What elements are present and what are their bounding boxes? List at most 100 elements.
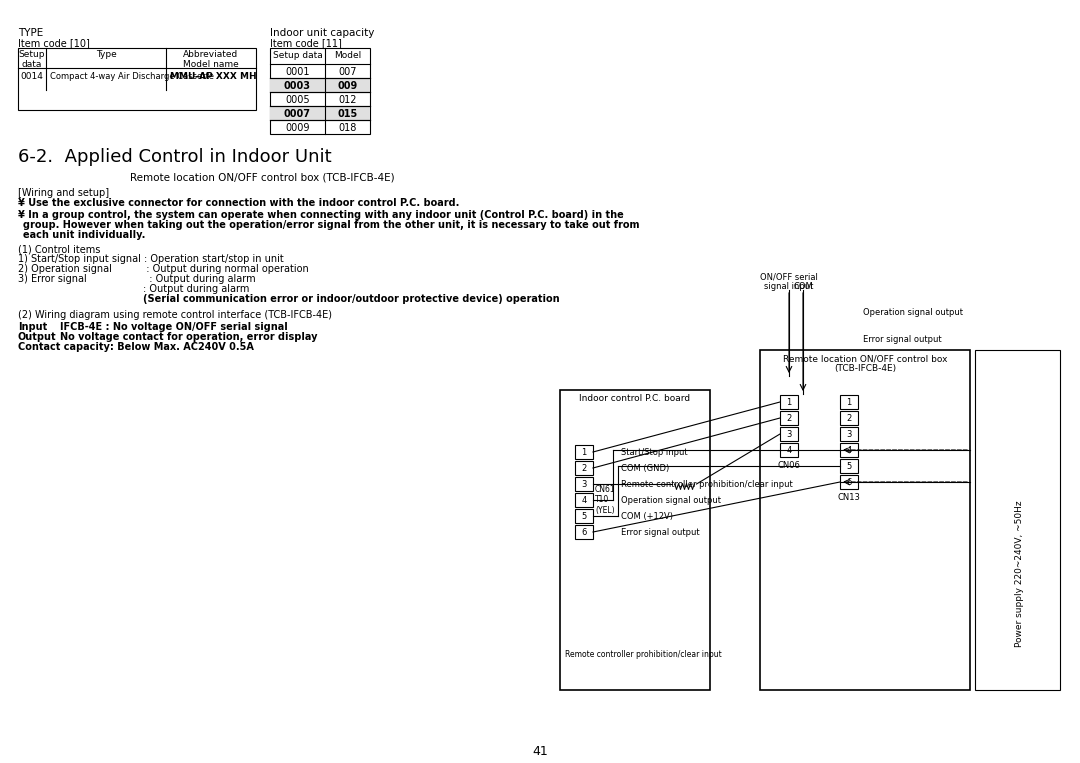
Text: 4: 4 (847, 446, 852, 455)
Text: 3: 3 (786, 430, 792, 439)
Bar (780, 395, 798, 409)
Text: Output: Output (18, 332, 56, 342)
Text: 1: 1 (847, 398, 852, 407)
Text: 2: 2 (786, 414, 792, 423)
Text: 018: 018 (338, 123, 356, 133)
Text: Model: Model (334, 51, 361, 60)
Text: Error signal output: Error signal output (863, 335, 942, 344)
Text: Error signal output: Error signal output (621, 528, 700, 537)
Bar (270, 48, 370, 134)
Text: COM (+12V): COM (+12V) (621, 512, 673, 521)
Text: 012: 012 (338, 95, 356, 105)
Bar (975, 350, 1059, 690)
Text: ON/OFF serial: ON/OFF serial (760, 272, 818, 281)
Text: Start/Stop input: Start/Stop input (621, 448, 688, 457)
Text: 3) Error signal                    : Output during alarm: 3) Error signal : Output during alarm (18, 274, 256, 284)
Text: 009: 009 (337, 81, 357, 91)
Text: 0009: 0009 (285, 123, 310, 133)
Text: 3: 3 (581, 480, 586, 489)
Text: 015: 015 (337, 109, 357, 119)
Text: Power supply 220~240V, ~50Hz: Power supply 220~240V, ~50Hz (1015, 500, 1025, 646)
Bar (840, 459, 858, 473)
Text: ¥ Use the exclusive connector for connection with the indoor control P.C. board.: ¥ Use the exclusive connector for connec… (18, 198, 459, 208)
Text: Setup data: Setup data (272, 51, 322, 60)
Text: Item code [10]: Item code [10] (18, 38, 90, 48)
Bar (780, 443, 798, 457)
Text: Input: Input (18, 322, 48, 332)
Text: 0005: 0005 (285, 95, 310, 105)
Bar (840, 475, 858, 489)
Text: 007: 007 (338, 67, 356, 77)
Text: Operation signal output: Operation signal output (863, 308, 963, 317)
Text: 2: 2 (847, 414, 852, 423)
Bar (270, 78, 370, 92)
Text: Setup
data: Setup data (18, 50, 45, 69)
Bar (575, 493, 593, 507)
Text: 4: 4 (581, 496, 586, 505)
Text: CN61
T10
(YEL): CN61 T10 (YEL) (595, 485, 616, 515)
Text: 0003: 0003 (284, 81, 311, 91)
Text: (2) Wiring diagram using remote control interface (TCB-IFCB-4E): (2) Wiring diagram using remote control … (18, 310, 332, 320)
Text: : Output during alarm: : Output during alarm (143, 284, 249, 294)
Text: 41: 41 (532, 745, 548, 758)
Bar (575, 461, 593, 475)
Bar (840, 395, 858, 409)
Text: (Serial communication error or indoor/outdoor protective device) operation: (Serial communication error or indoor/ou… (143, 294, 559, 304)
Bar (561, 390, 710, 690)
Bar (780, 411, 798, 425)
Text: MMU-AP XXX MH: MMU-AP XXX MH (170, 72, 257, 81)
Text: 1) Start/Stop input signal : Operation start/stop in unit: 1) Start/Stop input signal : Operation s… (18, 254, 284, 264)
Text: CN13: CN13 (838, 493, 861, 502)
Text: each unit individually.: each unit individually. (23, 230, 146, 240)
Text: 1: 1 (786, 398, 792, 407)
Text: 6: 6 (581, 528, 586, 537)
Text: Item code [11]: Item code [11] (270, 38, 342, 48)
Text: 1: 1 (581, 448, 586, 457)
Text: Remote controller prohibition/clear input: Remote controller prohibition/clear inpu… (621, 480, 793, 489)
Text: CN06: CN06 (778, 461, 800, 470)
Text: No voltage contact for operation, error display: No voltage contact for operation, error … (60, 332, 318, 342)
Text: Indoor control P.C. board: Indoor control P.C. board (580, 394, 690, 403)
Text: Operation signal output: Operation signal output (621, 496, 721, 505)
Bar (840, 443, 858, 457)
Text: 6-2.  Applied Control in Indoor Unit: 6-2. Applied Control in Indoor Unit (18, 148, 332, 166)
Bar (575, 525, 593, 539)
Text: TYPE: TYPE (18, 28, 43, 38)
Text: 0001: 0001 (285, 67, 310, 77)
Text: 5: 5 (581, 512, 586, 521)
Text: Type: Type (96, 50, 117, 59)
Text: 0014: 0014 (21, 72, 43, 81)
Text: Indoor unit capacity: Indoor unit capacity (270, 28, 375, 38)
Bar (780, 427, 798, 441)
Text: 6: 6 (847, 478, 852, 487)
Text: 3: 3 (847, 430, 852, 439)
Text: (TCB-IFCB-4E): (TCB-IFCB-4E) (834, 364, 896, 373)
Text: COM (GND): COM (GND) (621, 464, 670, 473)
Bar (760, 350, 970, 690)
Bar (575, 509, 593, 523)
Text: 5: 5 (847, 462, 852, 471)
Text: Remote controller prohibition/clear input: Remote controller prohibition/clear inpu… (565, 650, 721, 659)
Text: group. However when taking out the operation/error signal from the other unit, i: group. However when taking out the opera… (23, 220, 639, 230)
Bar (18, 48, 256, 110)
Text: 2: 2 (581, 464, 586, 473)
Text: Remote location ON/OFF control box: Remote location ON/OFF control box (783, 354, 947, 363)
Text: COM: COM (793, 282, 813, 291)
Bar (270, 106, 370, 120)
Bar (575, 477, 593, 491)
Text: (1) Control items: (1) Control items (18, 244, 100, 254)
Text: Remote location ON/OFF control box (TCB-IFCB-4E): Remote location ON/OFF control box (TCB-… (130, 172, 394, 182)
Text: 2) Operation signal           : Output during normal operation: 2) Operation signal : Output during norm… (18, 264, 309, 274)
Text: 4: 4 (786, 446, 792, 455)
Bar (840, 427, 858, 441)
Text: Contact capacity: Below Max. AC240V 0.5A: Contact capacity: Below Max. AC240V 0.5A (18, 342, 254, 352)
Text: IFCB-4E : No voltage ON/OFF serial signal: IFCB-4E : No voltage ON/OFF serial signa… (60, 322, 287, 332)
Text: Compact 4-way Air Discharge Cassette: Compact 4-way Air Discharge Cassette (50, 72, 214, 81)
Text: 0007: 0007 (284, 109, 311, 119)
Text: Abbreviated
Model name: Abbreviated Model name (184, 50, 239, 69)
Bar (840, 411, 858, 425)
Text: ¥ In a group control, the system can operate when connecting with any indoor uni: ¥ In a group control, the system can ope… (18, 210, 624, 220)
Text: signal input: signal input (765, 282, 813, 291)
Bar (575, 445, 593, 459)
Text: [Wiring and setup]: [Wiring and setup] (18, 188, 109, 198)
